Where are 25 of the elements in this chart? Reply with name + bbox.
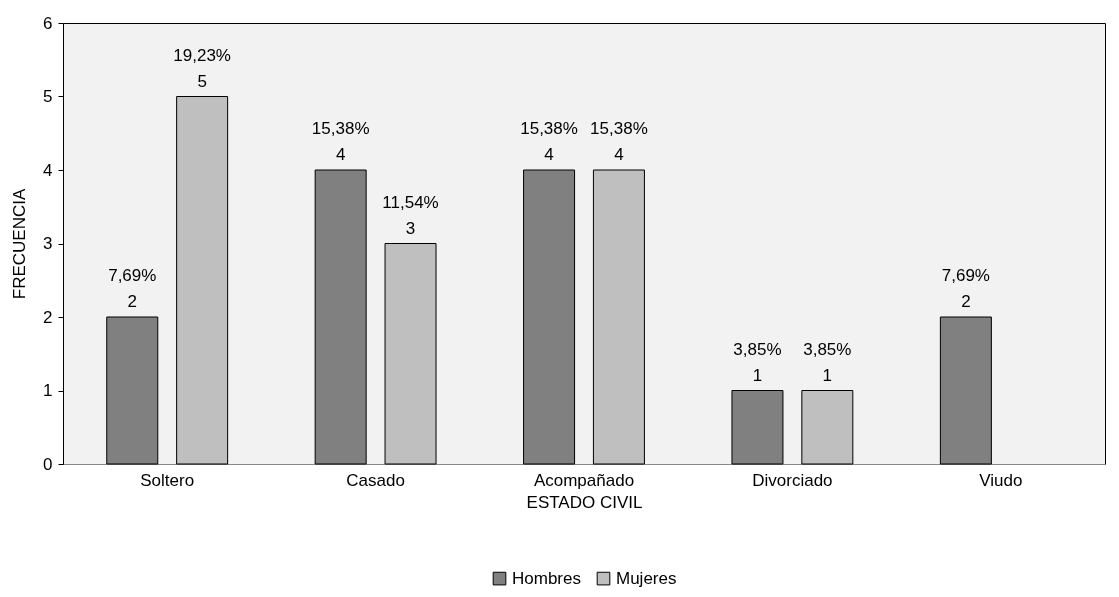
x-tick-label: Acompañado — [533, 470, 635, 490]
legend-label: Hombres — [512, 568, 581, 588]
y-tick-label: 5 — [43, 87, 53, 106]
text: 15,38% 4 — [590, 119, 648, 164]
text: 3,85% 1 — [733, 339, 782, 385]
text: 19,23% 5 — [173, 45, 231, 91]
x-tick-label: Soltero — [140, 470, 195, 490]
x-tick-label: Viudo — [979, 470, 1023, 490]
text: 7,69% 2 — [108, 266, 157, 311]
text: 3,85% 1 — [803, 339, 852, 385]
y-tick-label: 2 — [43, 307, 53, 327]
y-tick-label: 1 — [43, 381, 53, 400]
y-tick-label: 6 — [43, 13, 53, 33]
legend-label: Mujeres — [616, 568, 677, 588]
x-axis-title: ESTADO CIVIL — [526, 492, 643, 512]
y-tick-label: 4 — [43, 160, 53, 180]
text: 11,54% 3 — [382, 192, 439, 238]
y-tick-label: 0 — [43, 454, 53, 474]
x-tick-label: Casado — [346, 470, 405, 490]
x-tick-label: Divorciado — [752, 470, 833, 490]
y-tick-label: 3 — [43, 234, 53, 253]
text: 15,38% 4 — [311, 119, 370, 164]
text: 7,69% 2 — [941, 266, 990, 311]
y-axis-title: FRECUENCIA — [10, 188, 30, 300]
text: 15,38% 4 — [520, 119, 578, 164]
